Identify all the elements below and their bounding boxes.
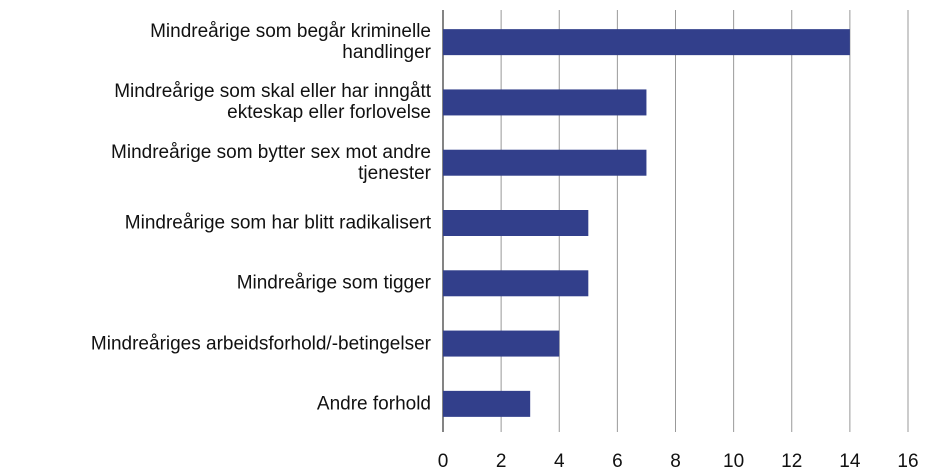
bar [443, 149, 647, 176]
x-tick-label: 12 [781, 451, 802, 468]
bar [443, 390, 531, 417]
x-tick-label: 0 [438, 451, 449, 468]
y-tick-label: Mindreåriges arbeidsforhold/-betingelser [90, 333, 431, 355]
y-tick-label: Mindreårige som har blitt radikalisert [124, 212, 431, 234]
bar [443, 29, 850, 56]
x-tick-label: 10 [723, 451, 744, 468]
x-tick-label: 16 [897, 451, 918, 468]
x-tick-label: 2 [496, 451, 507, 468]
x-tick-label: 4 [554, 451, 565, 468]
x-tick-label: 14 [839, 451, 861, 468]
y-tick-label: Mindreårige som bytter sex mot andre tje… [111, 141, 431, 184]
x-tick-label: 8 [670, 451, 681, 468]
x-tick-label: 6 [612, 451, 623, 468]
bar [443, 330, 560, 357]
bar [443, 210, 589, 236]
bar [443, 89, 647, 116]
y-tick-label: Mindreårige som skal eller har inngått e… [114, 81, 431, 124]
y-tick-label: Mindreårige som tigger [236, 272, 431, 294]
bar [443, 270, 589, 297]
y-tick-label: Andre forhold [316, 393, 431, 415]
y-tick-label: Mindreårige som begår kriminelle handlin… [150, 21, 431, 64]
